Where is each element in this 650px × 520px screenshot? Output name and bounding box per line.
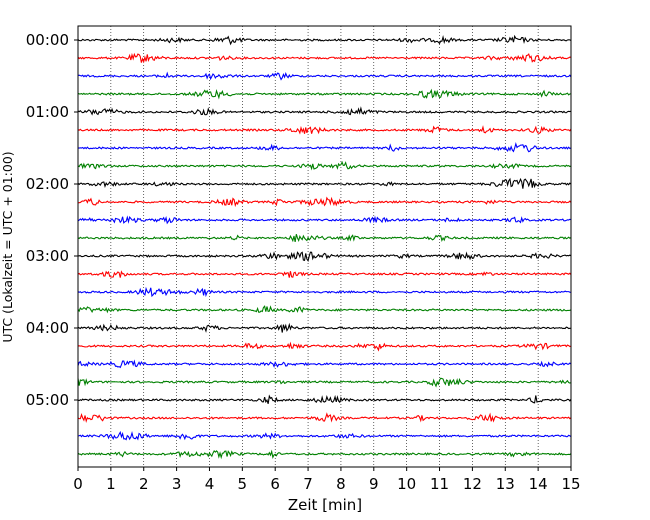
trace-line [77,88,572,100]
y-axis-label: UTC (Lokalzeit = UTC + 01:00) [0,151,15,342]
trace-line [77,215,572,225]
y-tick-label: 05:00 [26,391,69,409]
y-tick-label: 04:00 [26,319,69,337]
x-tick-label: 9 [369,475,379,493]
x-tick-label: 5 [238,475,248,493]
trace-line [77,196,572,208]
trace-line [77,449,572,460]
trace-line [77,125,572,135]
x-axis: 0 1 2 3 4 5 6 7 8 9 10 11 12 13 14 15 [73,467,581,493]
x-grid [110,26,539,467]
y-tick-label: 03:00 [26,247,69,265]
x-tick-label: 11 [430,475,449,493]
trace-line [77,52,572,64]
trace-line [77,234,572,243]
trace-line [77,106,572,116]
trace-line [77,71,572,81]
x-tick-label: 3 [172,475,182,493]
trace-line [77,286,572,298]
x-tick-label: 2 [139,475,149,493]
trace-line [77,430,572,441]
x-tick-label: 10 [397,475,416,493]
y-tick-label: 01:00 [26,103,69,121]
plot-frame [77,25,572,468]
trace-line [77,377,572,388]
y-tick-label: 02:00 [26,175,69,193]
trace-group [77,34,572,460]
trace-line [77,322,572,333]
trace-line [77,305,572,314]
trace-line [77,160,572,171]
x-tick-label: 8 [336,475,346,493]
trace-line [77,177,572,189]
x-tick-label: 12 [463,475,482,493]
trace-line [77,359,572,369]
x-tick-label: 4 [205,475,215,493]
x-tick-label: 14 [529,475,548,493]
trace-line [77,270,572,278]
trace-line [77,141,572,153]
trace-line [77,394,572,405]
x-tick-label: 15 [561,475,580,493]
x-axis-label: Zeit [min] [288,496,362,514]
x-tick-label: 13 [496,475,515,493]
trace-line [77,412,572,424]
x-tick-label: 6 [270,475,280,493]
trace-line [77,251,572,263]
trace-line [77,34,572,46]
y-tick-label: 00:00 [26,31,69,49]
x-tick-label: 0 [73,475,83,493]
x-tick-label: 1 [106,475,116,493]
y-axis: 00:00 01:00 02:00 03:00 04:00 05:00 [26,31,78,409]
x-tick-label: 7 [303,475,313,493]
trace-line [77,341,572,352]
